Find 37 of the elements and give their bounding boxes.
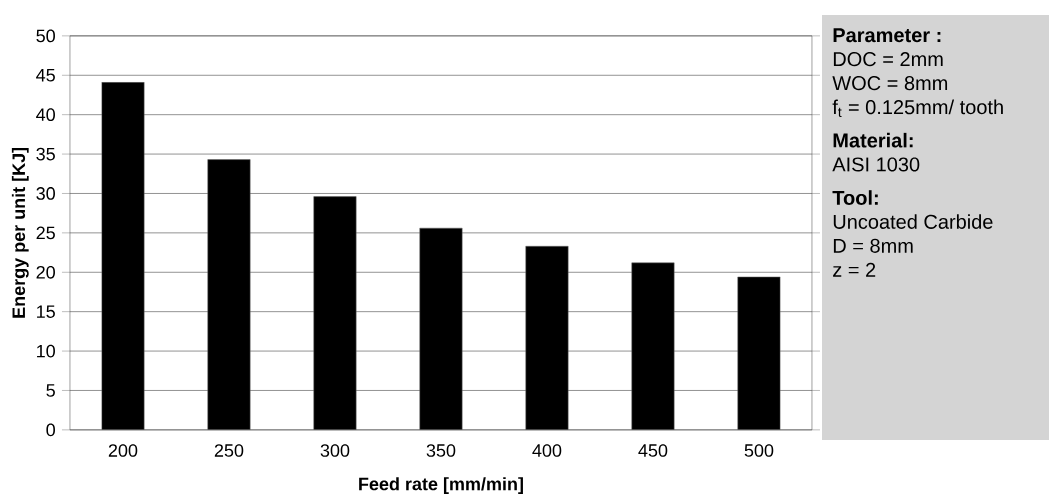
text: Material:: [833, 132, 913, 148]
y-tick-label: 30: [36, 187, 55, 200]
bar: [419, 227, 463, 430]
bar: [525, 246, 569, 430]
x-tick-label: 300: [320, 444, 350, 457]
y-tick-label: 5: [46, 384, 55, 397]
x-tick-label: 500: [744, 444, 774, 457]
x-tick-label: 200: [108, 444, 138, 457]
text: D = 8mm: [833, 238, 913, 253]
text: f$_{t}$ = 0.125mm/ tooth: [832, 99, 1003, 118]
bar: [631, 262, 675, 430]
text: AISI 1030: [832, 157, 920, 172]
text: z = 2: [833, 262, 876, 277]
x-tick-label: 450: [638, 444, 668, 457]
y-tick-label: 45: [36, 69, 55, 82]
text: DOC = 2mm: [833, 52, 943, 67]
x-tick-label: 250: [214, 444, 244, 457]
y-tick-label: 40: [36, 108, 55, 122]
y-tick-label: 50: [36, 29, 55, 43]
x-tick-label: 350: [426, 444, 456, 457]
text: Parameter :: [833, 28, 941, 43]
x-axis-title: Feed rate [mm/min]: [359, 477, 523, 494]
y-axis-title: Energy per unit [KJ]: [11, 147, 29, 318]
y-tick-label: 35: [36, 147, 55, 161]
bar: [101, 82, 145, 430]
text: Tool:: [832, 190, 878, 205]
text: WOC = 8mm: [832, 76, 948, 91]
y-tick-label: 10: [37, 344, 55, 358]
y-tick-label: 20: [36, 265, 55, 279]
bar: [737, 276, 781, 430]
y-tick-label: 25: [36, 226, 55, 240]
y-tick-label: 15: [37, 305, 55, 318]
y-tick-label: 0: [46, 423, 55, 437]
text: Uncoated Carbide: [833, 214, 993, 229]
x-tick-label: 400: [532, 444, 562, 457]
bar: [207, 159, 251, 430]
bar: [313, 196, 357, 430]
